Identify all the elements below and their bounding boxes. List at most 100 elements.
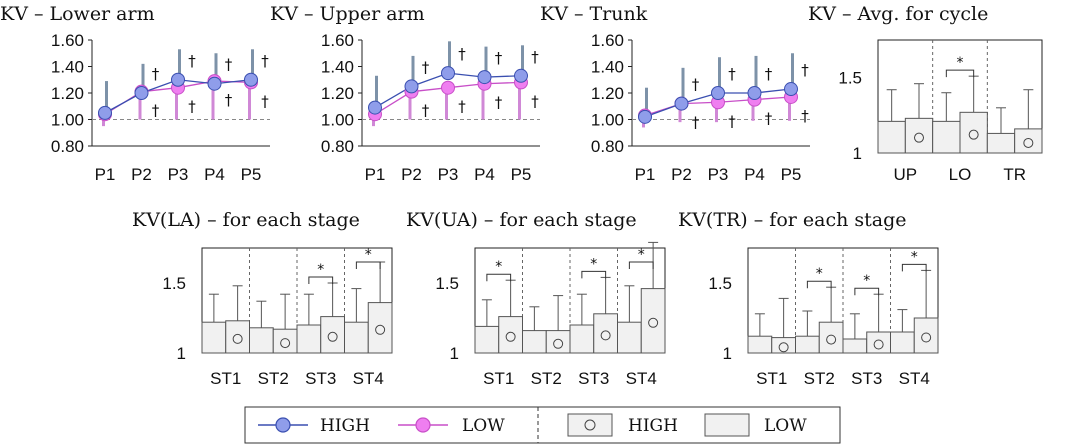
significance-dagger-lower: † xyxy=(801,107,809,125)
significance-dagger-upper: † xyxy=(531,48,539,66)
significance-star: * xyxy=(365,247,372,263)
significance-star: * xyxy=(317,262,324,278)
significance-dagger-lower: † xyxy=(728,112,736,130)
point-high xyxy=(368,100,382,115)
chart-title: KV(UA) – for each stage xyxy=(406,209,637,231)
y-tick-label: 1 xyxy=(450,344,459,363)
significance-dagger-lower: † xyxy=(765,110,773,128)
significance-bracket xyxy=(486,273,512,282)
bar-high-circle xyxy=(968,129,979,140)
bar-high xyxy=(913,317,939,354)
significance-bracket xyxy=(806,280,832,289)
significance-dagger-lower: † xyxy=(261,92,269,110)
x-tick-label: UP xyxy=(894,165,918,184)
x-tick-label: P1 xyxy=(635,165,656,184)
y-tick-label: 1.20 xyxy=(51,84,84,103)
x-tick-label: P2 xyxy=(131,165,152,184)
point-high xyxy=(674,96,689,111)
bar-high-circle xyxy=(778,342,789,353)
x-tick-label: ST4 xyxy=(626,369,657,388)
legend-bar-high-swatch xyxy=(567,413,613,437)
significance-star: * xyxy=(863,273,870,289)
significance-dagger-upper: † xyxy=(495,49,503,67)
legend: HIGH LOW HIGH LOW xyxy=(244,406,841,444)
point-high xyxy=(404,79,419,94)
significance-dagger-lower: † xyxy=(152,102,160,120)
y-tick-label: 1.5 xyxy=(838,69,862,88)
y-tick-label: 1.40 xyxy=(51,58,84,77)
bar-high xyxy=(320,316,345,354)
bar-high xyxy=(498,316,523,354)
significance-star: * xyxy=(957,55,964,71)
legend-bar-high-circle xyxy=(584,419,596,431)
x-tick-label: P2 xyxy=(671,165,692,184)
x-tick-label: ST1 xyxy=(756,369,787,388)
significance-star: * xyxy=(590,256,597,272)
significance-dagger-upper: † xyxy=(188,52,196,70)
bar-low xyxy=(795,335,820,354)
bar-low xyxy=(569,324,595,354)
point-high xyxy=(638,109,652,124)
x-tick-label: P3 xyxy=(708,165,729,184)
y-tick-label: 1.5 xyxy=(435,274,459,293)
bar-high xyxy=(367,302,393,354)
bar-low xyxy=(201,321,227,354)
x-tick-label: P1 xyxy=(95,165,116,184)
significance-dagger-upper: † xyxy=(801,61,809,79)
x-tick-label: P4 xyxy=(744,165,765,184)
bar-high xyxy=(640,288,666,354)
point-high xyxy=(514,68,528,83)
bar-chart-3: KV – Avg. for cycle 1 1.5 UP LO * TR xyxy=(808,3,1043,184)
bar-low xyxy=(522,330,547,354)
significance-dagger-upper: † xyxy=(225,56,233,74)
point-high xyxy=(747,86,762,100)
bar-low xyxy=(842,338,868,354)
y-tick-label: 1.40 xyxy=(321,58,354,77)
bar-high xyxy=(545,330,571,354)
bar-low xyxy=(344,321,369,354)
significance-star: * xyxy=(638,247,645,263)
bar-high-circle xyxy=(873,339,884,350)
significance-bracket xyxy=(308,276,334,284)
legend-high-label: HIGH xyxy=(320,416,370,436)
bar-low xyxy=(986,132,1016,154)
x-tick-label: P2 xyxy=(401,165,422,184)
x-tick-label: P5 xyxy=(241,165,262,184)
y-tick-label: 1 xyxy=(723,344,732,363)
x-tick-label: ST4 xyxy=(899,369,930,388)
y-tick-label: 1 xyxy=(177,344,186,363)
bar-high xyxy=(818,321,844,354)
bar-low xyxy=(617,321,642,354)
x-tick-label: P4 xyxy=(204,165,225,184)
significance-dagger-lower: † xyxy=(225,91,233,109)
y-tick-label: 1 xyxy=(853,144,862,163)
bar-high-circle xyxy=(505,331,516,342)
x-tick-label: P5 xyxy=(511,165,532,184)
bar-high-circle xyxy=(914,132,924,143)
legend-low-label: LOW xyxy=(462,416,505,436)
bar-high xyxy=(225,320,250,354)
bar-high-circle xyxy=(826,334,837,345)
significance-dagger-lower: † xyxy=(458,98,466,116)
significance-star: * xyxy=(911,249,918,265)
bar-low xyxy=(747,335,773,354)
y-tick-label: 1.00 xyxy=(321,111,354,130)
y-tick-label: 0.80 xyxy=(51,137,84,156)
significance-dagger-lower: † xyxy=(422,102,430,120)
significance-dagger-upper: † xyxy=(458,45,466,63)
significance-bracket xyxy=(854,287,880,296)
bar-low xyxy=(474,325,500,354)
bar-high xyxy=(1014,128,1043,154)
x-tick-label: ST1 xyxy=(210,369,241,388)
x-tick-label: ST4 xyxy=(353,369,384,388)
point-low xyxy=(441,80,455,95)
y-tick-label: 1.5 xyxy=(708,274,732,293)
significance-dagger-lower: † xyxy=(692,114,700,132)
bar-high xyxy=(771,337,796,354)
significance-dagger-lower: † xyxy=(531,92,539,110)
bar-high-circle xyxy=(648,317,659,328)
y-tick-label: 0.80 xyxy=(591,137,624,156)
y-tick-label: 1.60 xyxy=(51,31,84,50)
bar-chart-4: KV(LA) – for each stage 1 1.5 ST1 ST2 ST3 * ST4… xyxy=(132,209,393,388)
